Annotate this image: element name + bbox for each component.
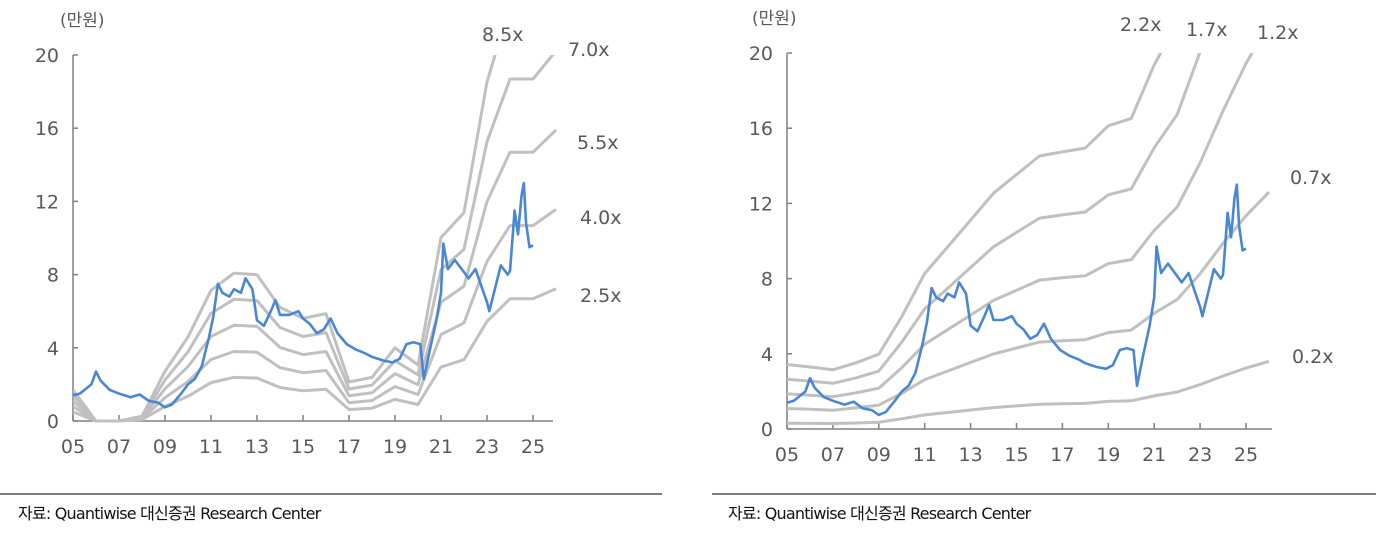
band-label: 2.2x [1120,14,1161,36]
y-tick-label: 16 [35,118,59,140]
x-tick-label: 19 [383,436,407,458]
x-tick-label: 05 [775,444,799,466]
y-tick-label: 12 [35,191,59,213]
x-tick-label: 13 [959,444,983,466]
source-note-left: 자료: Quantiwise 대신증권 Research Center [18,504,321,523]
x-tick-label: 07 [107,436,131,458]
x-tick-label: 23 [475,436,499,458]
band-label: 0.2x [1292,346,1333,368]
y-unit-label: (만원) [60,11,105,31]
band-line-8.5x [73,55,497,423]
band-line-4.0x [73,208,557,423]
band-label: 0.7x [1290,167,1331,189]
x-tick-label: 19 [1096,444,1120,466]
band-line-1.7x [787,53,1202,385]
band-line-5.5x [73,128,558,423]
band-label: 2.5x [580,285,621,307]
y-tick-label: 16 [749,118,773,140]
x-tick-label: 17 [337,436,361,458]
price-line [787,183,1247,417]
band-line-2.2x [787,53,1163,372]
footer-rule-right [712,493,1376,495]
band-label: 5.5x [577,132,618,154]
x-tick-label: 11 [913,444,937,466]
band-label: 7.0x [568,39,609,61]
band-line-7.0x [73,55,555,423]
x-tick-label: 09 [867,444,891,466]
y-tick-label: 0 [47,411,59,433]
band-line-0.2x [787,359,1270,425]
chart-1: (만원) 0 4 8 12 16 20 05 07 09 11 13 15 17 19 21 23 25 8.5x 7… [35,11,622,458]
y-unit-label: (만원) [752,9,797,29]
y-tick-label: 20 [35,45,59,67]
band-label: 1.2x [1257,22,1298,44]
x-tick-label: 21 [1142,444,1166,466]
band-label: 4.0x [580,207,621,229]
x-tick-label: 17 [1050,444,1074,466]
price-line [73,181,534,409]
x-tick-label: 25 [1234,444,1258,466]
x-tick-label: 05 [61,436,85,458]
x-tick-label: 13 [245,436,269,458]
plot-area [787,53,1271,425]
band-line-1.2x [787,53,1254,399]
y-tick-label: 8 [761,269,773,291]
y-tick-label: 20 [749,43,773,65]
x-tick-label: 15 [1004,444,1028,466]
x-tick-label: 23 [1188,444,1212,466]
x-tick-label: 15 [291,436,315,458]
x-tick-label: 25 [521,436,545,458]
y-tick-label: 4 [761,344,773,366]
source-note-right: 자료: Quantiwise 대신증권 Research Center [728,504,1031,523]
band-line-2.5x [73,287,557,423]
chart-2: (만원) 0 4 8 12 16 20 05 07 09 11 13 15 17 19 21 23 25 2.2x 1… [749,9,1334,466]
y-tick-label: 12 [749,193,773,215]
band-label: 1.7x [1186,19,1227,41]
footer-rule-left [0,493,662,495]
x-tick-label: 11 [199,436,223,458]
y-tick-label: 4 [47,338,59,360]
plot-area [73,55,558,423]
band-label: 8.5x [482,24,523,46]
y-tick-label: 8 [47,265,59,287]
y-tick-label: 0 [761,419,773,441]
x-tick-label: 21 [429,436,453,458]
band-line-0.7x [787,191,1271,412]
x-tick-label: 09 [153,436,177,458]
x-tick-label: 07 [821,444,845,466]
